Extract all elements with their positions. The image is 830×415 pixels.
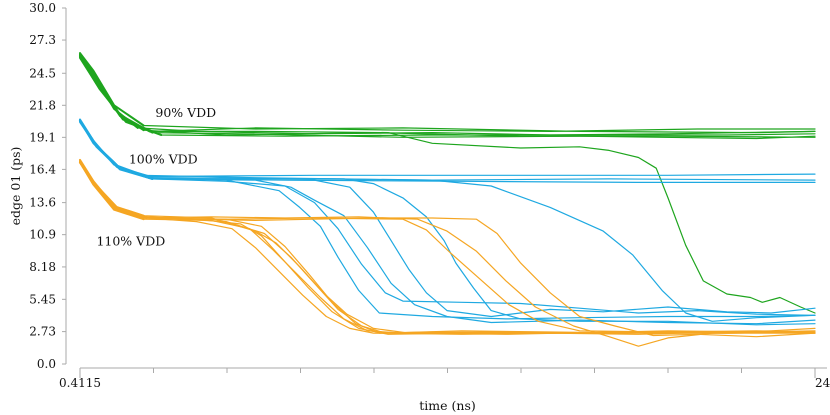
series-line-head	[79, 119, 151, 178]
y-tick-label: 24.5	[29, 66, 56, 80]
y-ticks: 0.0 2.73 5.45 8.18 10.9 13.6 16.4 19.1 21.8 24.5 2…	[29, 1, 66, 371]
x-axis: 0.4115 249.9	[59, 367, 830, 390]
x-ticks: 0.4115 249.9	[59, 368, 830, 390]
series-line-head	[79, 118, 145, 177]
series-group	[79, 52, 816, 347]
y-tick-label: 2.73	[29, 325, 56, 339]
y-tick-label: 13.6	[29, 196, 56, 210]
y-tick-label: 5.45	[29, 292, 56, 306]
series-line-head	[79, 161, 145, 219]
series-annotation: 110% VDD	[96, 233, 165, 248]
series-line-head	[79, 119, 151, 179]
annotations: 90% VDD 100% VDD 110% VDD	[96, 105, 216, 248]
x-axis-title: time (ns)	[419, 398, 475, 413]
series-line	[79, 54, 816, 138]
series-line	[79, 54, 816, 140]
series-line-head	[79, 52, 145, 127]
series-line	[79, 53, 816, 136]
series-annotation: 90% VDD	[155, 105, 216, 120]
x-tick-label: 0.4115	[59, 376, 101, 390]
series-line-head	[79, 160, 145, 218]
series-line	[79, 52, 816, 134]
y-tick-label: 8.18	[29, 260, 56, 274]
y-tick-label: 21.8	[29, 98, 56, 112]
x-tick-label: 249.9	[815, 376, 830, 390]
y-axis: 0.0 2.73 5.45 8.18 10.9 13.6 16.4 19.1 21.8 24.5 2…	[29, 1, 67, 371]
series-line-head	[79, 54, 151, 133]
y-tick-label: 16.4	[29, 162, 56, 176]
y-tick-label: 30.0	[29, 1, 56, 15]
series-line-head	[79, 120, 154, 180]
y-tick-label: 19.1	[29, 130, 56, 144]
series-line	[79, 57, 816, 132]
series-line	[79, 56, 816, 137]
y-tick-label: 10.9	[29, 228, 56, 242]
series-line-head	[79, 160, 145, 218]
y-tick-label: 0.0	[37, 357, 56, 371]
y-axis-title: edge 01 (ps)	[8, 147, 23, 226]
series-line-head	[79, 161, 145, 219]
series-line	[79, 54, 816, 314]
series-line-head	[79, 119, 154, 179]
y-tick-label: 27.3	[29, 33, 56, 47]
series-annotation: 100% VDD	[129, 151, 198, 166]
